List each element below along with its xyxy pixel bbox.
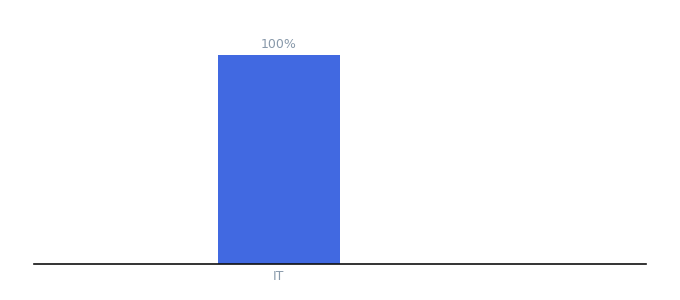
Bar bbox=[218, 55, 340, 264]
Text: 100%: 100% bbox=[261, 38, 296, 51]
